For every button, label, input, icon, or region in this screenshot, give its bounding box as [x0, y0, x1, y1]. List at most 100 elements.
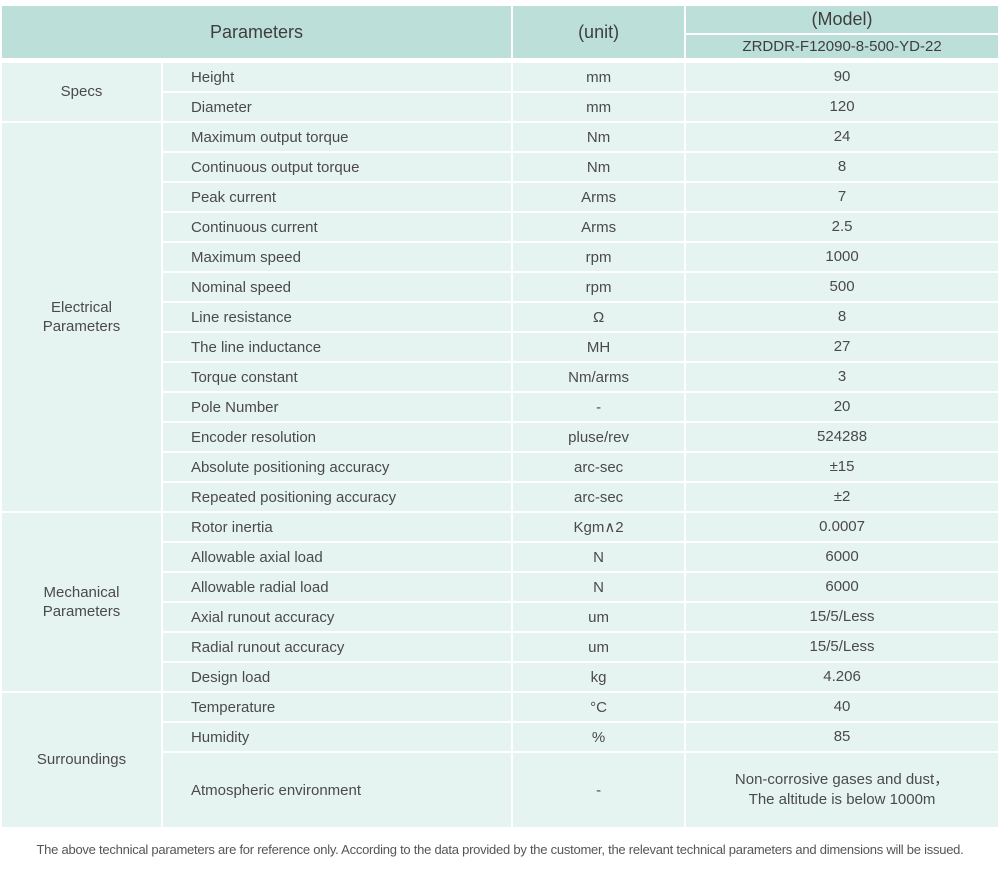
param-name-cell: Design load — [162, 663, 512, 691]
value-cell: 1000 — [686, 243, 998, 271]
category-cell: Specs — [2, 63, 161, 121]
table-row: Absolute positioning accuracy arc-sec ±15 — [2, 453, 998, 481]
table-row: Maximum speed rpm 1000 — [2, 243, 998, 271]
value-cell: 24 — [686, 123, 998, 151]
unit-cell: Arms — [513, 183, 685, 211]
value-cell: 3 — [686, 363, 998, 391]
value-cell: ±2 — [686, 483, 998, 511]
param-name-cell: Repeated positioning accuracy — [162, 483, 512, 511]
table-row: Mechanical Parameters Rotor inertia Kgm∧2 0… — [2, 513, 998, 691]
table-row: Continuous output torque Nm 8 — [2, 153, 998, 181]
param-name-cell: Rotor inertia — [162, 513, 512, 541]
unit-header: (unit) — [513, 6, 685, 61]
value-cell: 6000 — [686, 543, 998, 571]
unit-cell: mm — [513, 93, 685, 121]
header-row-1: Parameters (unit) (Model) — [2, 6, 998, 61]
param-name-cell: Atmospheric environment — [162, 753, 512, 827]
table-row: Peak current Arms 7 — [2, 183, 998, 211]
param-name-cell: Peak current — [162, 183, 512, 211]
category-cell: Mechanical Parameters — [2, 513, 161, 691]
value-cell: Non-corrosive gases and dust， The altitu… — [686, 753, 998, 827]
unit-cell: arc-sec — [513, 453, 685, 481]
table-row: Surroundings Temperature °C 40 — [2, 693, 998, 827]
table-row: Allowable radial load N 6000 — [2, 573, 998, 601]
value-cell: 15/5/Less — [686, 603, 998, 631]
unit-cell: N — [513, 573, 685, 601]
param-name-cell: Height — [162, 63, 512, 91]
unit-cell: Kgm∧2 — [513, 513, 685, 541]
unit-cell: N — [513, 543, 685, 571]
unit-cell: pluse/rev — [513, 423, 685, 451]
table-row: Diameter mm 120 — [2, 93, 998, 121]
unit-cell: mm — [513, 63, 685, 91]
footnote: The above technical parameters are for r… — [36, 842, 964, 857]
value-cell: 20 — [686, 393, 998, 421]
table-row: Radial runout accuracy um 15/5/Less — [2, 633, 998, 661]
header-row-2: ZRDDR-F12090-8-500-YD-22 — [2, 35, 998, 61]
value-cell: 40 — [686, 693, 998, 721]
table-row: Repeated positioning accuracy arc-sec ±2 — [2, 483, 998, 511]
value-cell: 2.5 — [686, 213, 998, 241]
param-name-cell: Allowable radial load — [162, 573, 512, 601]
value-cell: 8 — [686, 153, 998, 181]
param-name-cell: Torque constant — [162, 363, 512, 391]
value-cell: 85 — [686, 723, 998, 751]
unit-cell: um — [513, 603, 685, 631]
value-cell: ±15 — [686, 453, 998, 481]
unit-cell: arc-sec — [513, 483, 685, 511]
param-name-cell: Allowable axial load — [162, 543, 512, 571]
unit-cell: °C — [513, 693, 685, 721]
model-number: ZRDDR-F12090-8-500-YD-22 — [686, 35, 998, 61]
table-row: Torque constant Nm/arms 3 — [2, 363, 998, 391]
table-row: Encoder resolution pluse/rev 524288 — [2, 423, 998, 451]
param-name-cell: Continuous output torque — [162, 153, 512, 181]
unit-cell: Arms — [513, 213, 685, 241]
unit-cell: rpm — [513, 243, 685, 271]
value-cell: 120 — [686, 93, 998, 121]
category-cell: Electrical Parameters — [2, 123, 161, 511]
param-name-cell: Encoder resolution — [162, 423, 512, 451]
table-row: Humidity% 85 — [2, 723, 998, 751]
table-row: Atmospheric environment - Non-corrosive ga… — [2, 753, 998, 827]
value-cell: 7 — [686, 183, 998, 211]
unit-cell: - — [513, 753, 685, 827]
category-cell: Surroundings — [2, 693, 161, 827]
table-row: Allowable axial load N 6000 — [2, 543, 998, 571]
value-cell: 27 — [686, 333, 998, 361]
value-cell: 15/5/Less — [686, 633, 998, 661]
value-cell: 4.206 — [686, 663, 998, 691]
param-name-cell: Maximum output torque — [162, 123, 512, 151]
spec-table-body: Specs Height mm 90 Diameter mm 120 Electrical P… — [2, 63, 998, 827]
value-cell: 524288 — [686, 423, 998, 451]
table-row: The line inductance MH 27 — [2, 333, 998, 361]
param-name-cell: Absolute positioning accuracy — [162, 453, 512, 481]
param-name-cell: Diameter — [162, 93, 512, 121]
param-name-cell: Axial runout accuracy — [162, 603, 512, 631]
table-row: Nominal speed rpm 500 — [2, 273, 998, 301]
param-name-cell: Line resistance — [162, 303, 512, 331]
unit-cell: % — [513, 723, 685, 751]
spec-table: Parameters (unit) (Model) ZRDDR-F12090-8… — [0, 4, 1000, 829]
table-row: Continuous current Arms 2.5 — [2, 213, 998, 241]
unit-cell: - — [513, 393, 685, 421]
table-row: Line resistance Ω 8 — [2, 303, 998, 331]
unit-cell: Nm — [513, 123, 685, 151]
unit-cell: Ω — [513, 303, 685, 331]
unit-cell: kg — [513, 663, 685, 691]
param-name-cell: Maximum speed — [162, 243, 512, 271]
table-row: Specs Height mm 90 — [2, 63, 998, 121]
spec-sheet: Parameters (unit) (Model) ZRDDR-F12090-8… — [0, 4, 1000, 857]
model-header: (Model) — [686, 6, 998, 33]
unit-cell: Nm/arms — [513, 363, 685, 391]
param-name-cell: The line inductance — [162, 333, 512, 361]
value-cell: 8 — [686, 303, 998, 331]
parameters-header: Parameters — [2, 6, 512, 61]
value-cell: 500 — [686, 273, 998, 301]
table-row: Axial runout accuracy um 15/5/Less — [2, 603, 998, 631]
param-name-cell: Temperature — [162, 693, 512, 721]
param-name-cell: Nominal speed — [162, 273, 512, 301]
value-cell: 6000 — [686, 573, 998, 601]
param-name-cell: Humidity — [162, 723, 512, 751]
unit-cell: MH — [513, 333, 685, 361]
param-name-cell: Radial runout accuracy — [162, 633, 512, 661]
